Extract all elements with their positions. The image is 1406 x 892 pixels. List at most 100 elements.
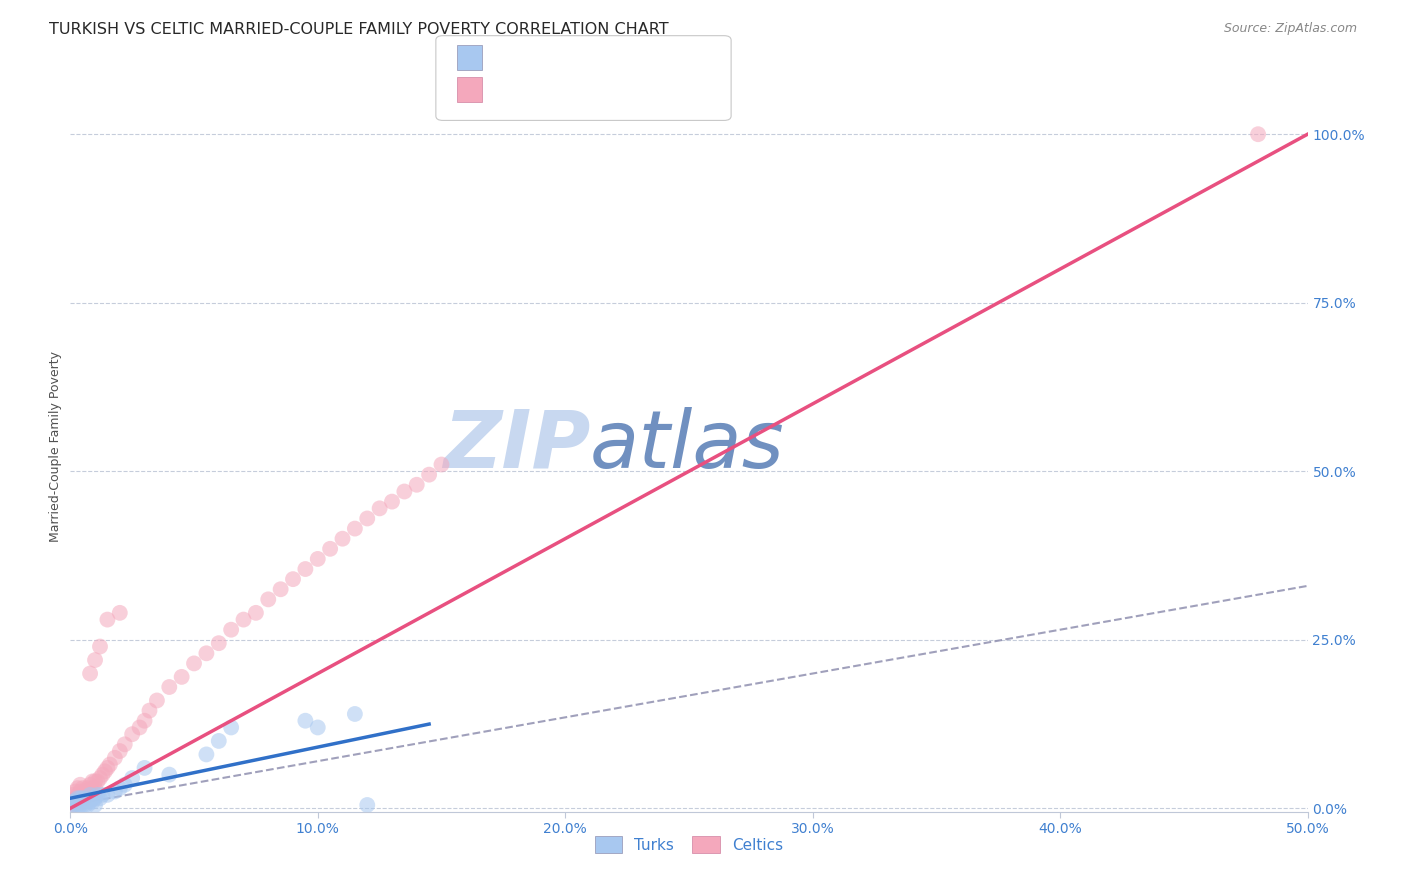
- Point: [66, 781, 89, 796]
- Point: [84, 781, 107, 796]
- Point: [121, 771, 143, 785]
- Point: [65, 784, 87, 798]
- Point: [208, 734, 231, 748]
- Point: [75, 791, 97, 805]
- Point: [121, 727, 143, 741]
- Text: 0.945: 0.945: [529, 82, 575, 96]
- Text: TURKISH VS CELTIC MARRIED-COUPLE FAMILY POVERTY CORRELATION CHART: TURKISH VS CELTIC MARRIED-COUPLE FAMILY …: [49, 22, 669, 37]
- Point: [69, 784, 91, 798]
- Point: [79, 784, 101, 798]
- Point: [84, 791, 107, 805]
- Point: [75, 784, 97, 798]
- Point: [405, 477, 427, 491]
- Point: [75, 797, 97, 812]
- Point: [294, 562, 316, 576]
- Point: [62, 795, 84, 809]
- Point: [219, 721, 242, 735]
- Point: [76, 781, 98, 796]
- Point: [69, 791, 91, 805]
- Point: [332, 532, 354, 546]
- Point: [72, 797, 94, 812]
- Point: [104, 784, 127, 798]
- Point: [1247, 127, 1270, 141]
- Point: [138, 704, 160, 718]
- Legend: Turks, Celtics: Turks, Celtics: [589, 830, 789, 859]
- Point: [108, 781, 131, 796]
- Text: atlas: atlas: [591, 407, 785, 485]
- Point: [79, 666, 101, 681]
- Point: [66, 795, 89, 809]
- Point: [69, 778, 91, 792]
- Point: [96, 761, 118, 775]
- Point: [69, 791, 91, 805]
- Point: [219, 623, 242, 637]
- Point: [195, 747, 218, 762]
- Point: [84, 653, 107, 667]
- Point: [157, 680, 180, 694]
- Point: [108, 606, 131, 620]
- Point: [65, 795, 87, 809]
- Point: [84, 797, 107, 812]
- Point: [245, 606, 267, 620]
- Point: [75, 795, 97, 809]
- Point: [108, 744, 131, 758]
- Point: [343, 522, 366, 536]
- Point: [381, 494, 404, 508]
- Point: [418, 467, 440, 482]
- Point: [66, 797, 89, 812]
- Point: [72, 795, 94, 809]
- Point: [79, 788, 101, 802]
- Point: [69, 797, 91, 812]
- Point: [82, 774, 104, 789]
- Point: [195, 646, 218, 660]
- Point: [82, 781, 104, 796]
- Point: [91, 788, 114, 802]
- Point: [257, 592, 280, 607]
- Point: [76, 788, 98, 802]
- Point: [66, 791, 89, 805]
- Point: [96, 613, 118, 627]
- Point: [98, 757, 121, 772]
- Text: 0.361: 0.361: [529, 50, 575, 64]
- Point: [82, 791, 104, 805]
- Point: [62, 788, 84, 802]
- Point: [72, 791, 94, 805]
- Point: [89, 640, 111, 654]
- Point: [86, 788, 108, 802]
- Point: [89, 771, 111, 785]
- Point: [170, 670, 193, 684]
- Point: [96, 788, 118, 802]
- Point: [62, 795, 84, 809]
- Text: N =: N =: [581, 50, 623, 64]
- Point: [72, 788, 94, 802]
- Point: [72, 795, 94, 809]
- Point: [65, 791, 87, 805]
- Point: [104, 751, 127, 765]
- Point: [89, 791, 111, 805]
- Point: [128, 721, 150, 735]
- Point: [65, 797, 87, 812]
- Y-axis label: Married-Couple Family Poverty: Married-Couple Family Poverty: [49, 351, 62, 541]
- Point: [72, 781, 94, 796]
- Point: [208, 636, 231, 650]
- Point: [91, 767, 114, 781]
- Text: R =: R =: [494, 82, 524, 96]
- Point: [157, 767, 180, 781]
- Text: ZIP: ZIP: [443, 407, 591, 485]
- Point: [307, 552, 329, 566]
- Point: [343, 706, 366, 721]
- Point: [114, 778, 136, 792]
- Point: [76, 791, 98, 805]
- Point: [86, 774, 108, 789]
- Text: Source: ZipAtlas.com: Source: ZipAtlas.com: [1223, 22, 1357, 36]
- Text: N =: N =: [581, 82, 623, 96]
- Point: [394, 484, 416, 499]
- Point: [84, 774, 107, 789]
- Point: [146, 693, 169, 707]
- Point: [270, 582, 292, 597]
- Point: [232, 613, 254, 627]
- Point: [62, 797, 84, 812]
- Point: [356, 797, 378, 812]
- Point: [134, 761, 156, 775]
- Point: [79, 795, 101, 809]
